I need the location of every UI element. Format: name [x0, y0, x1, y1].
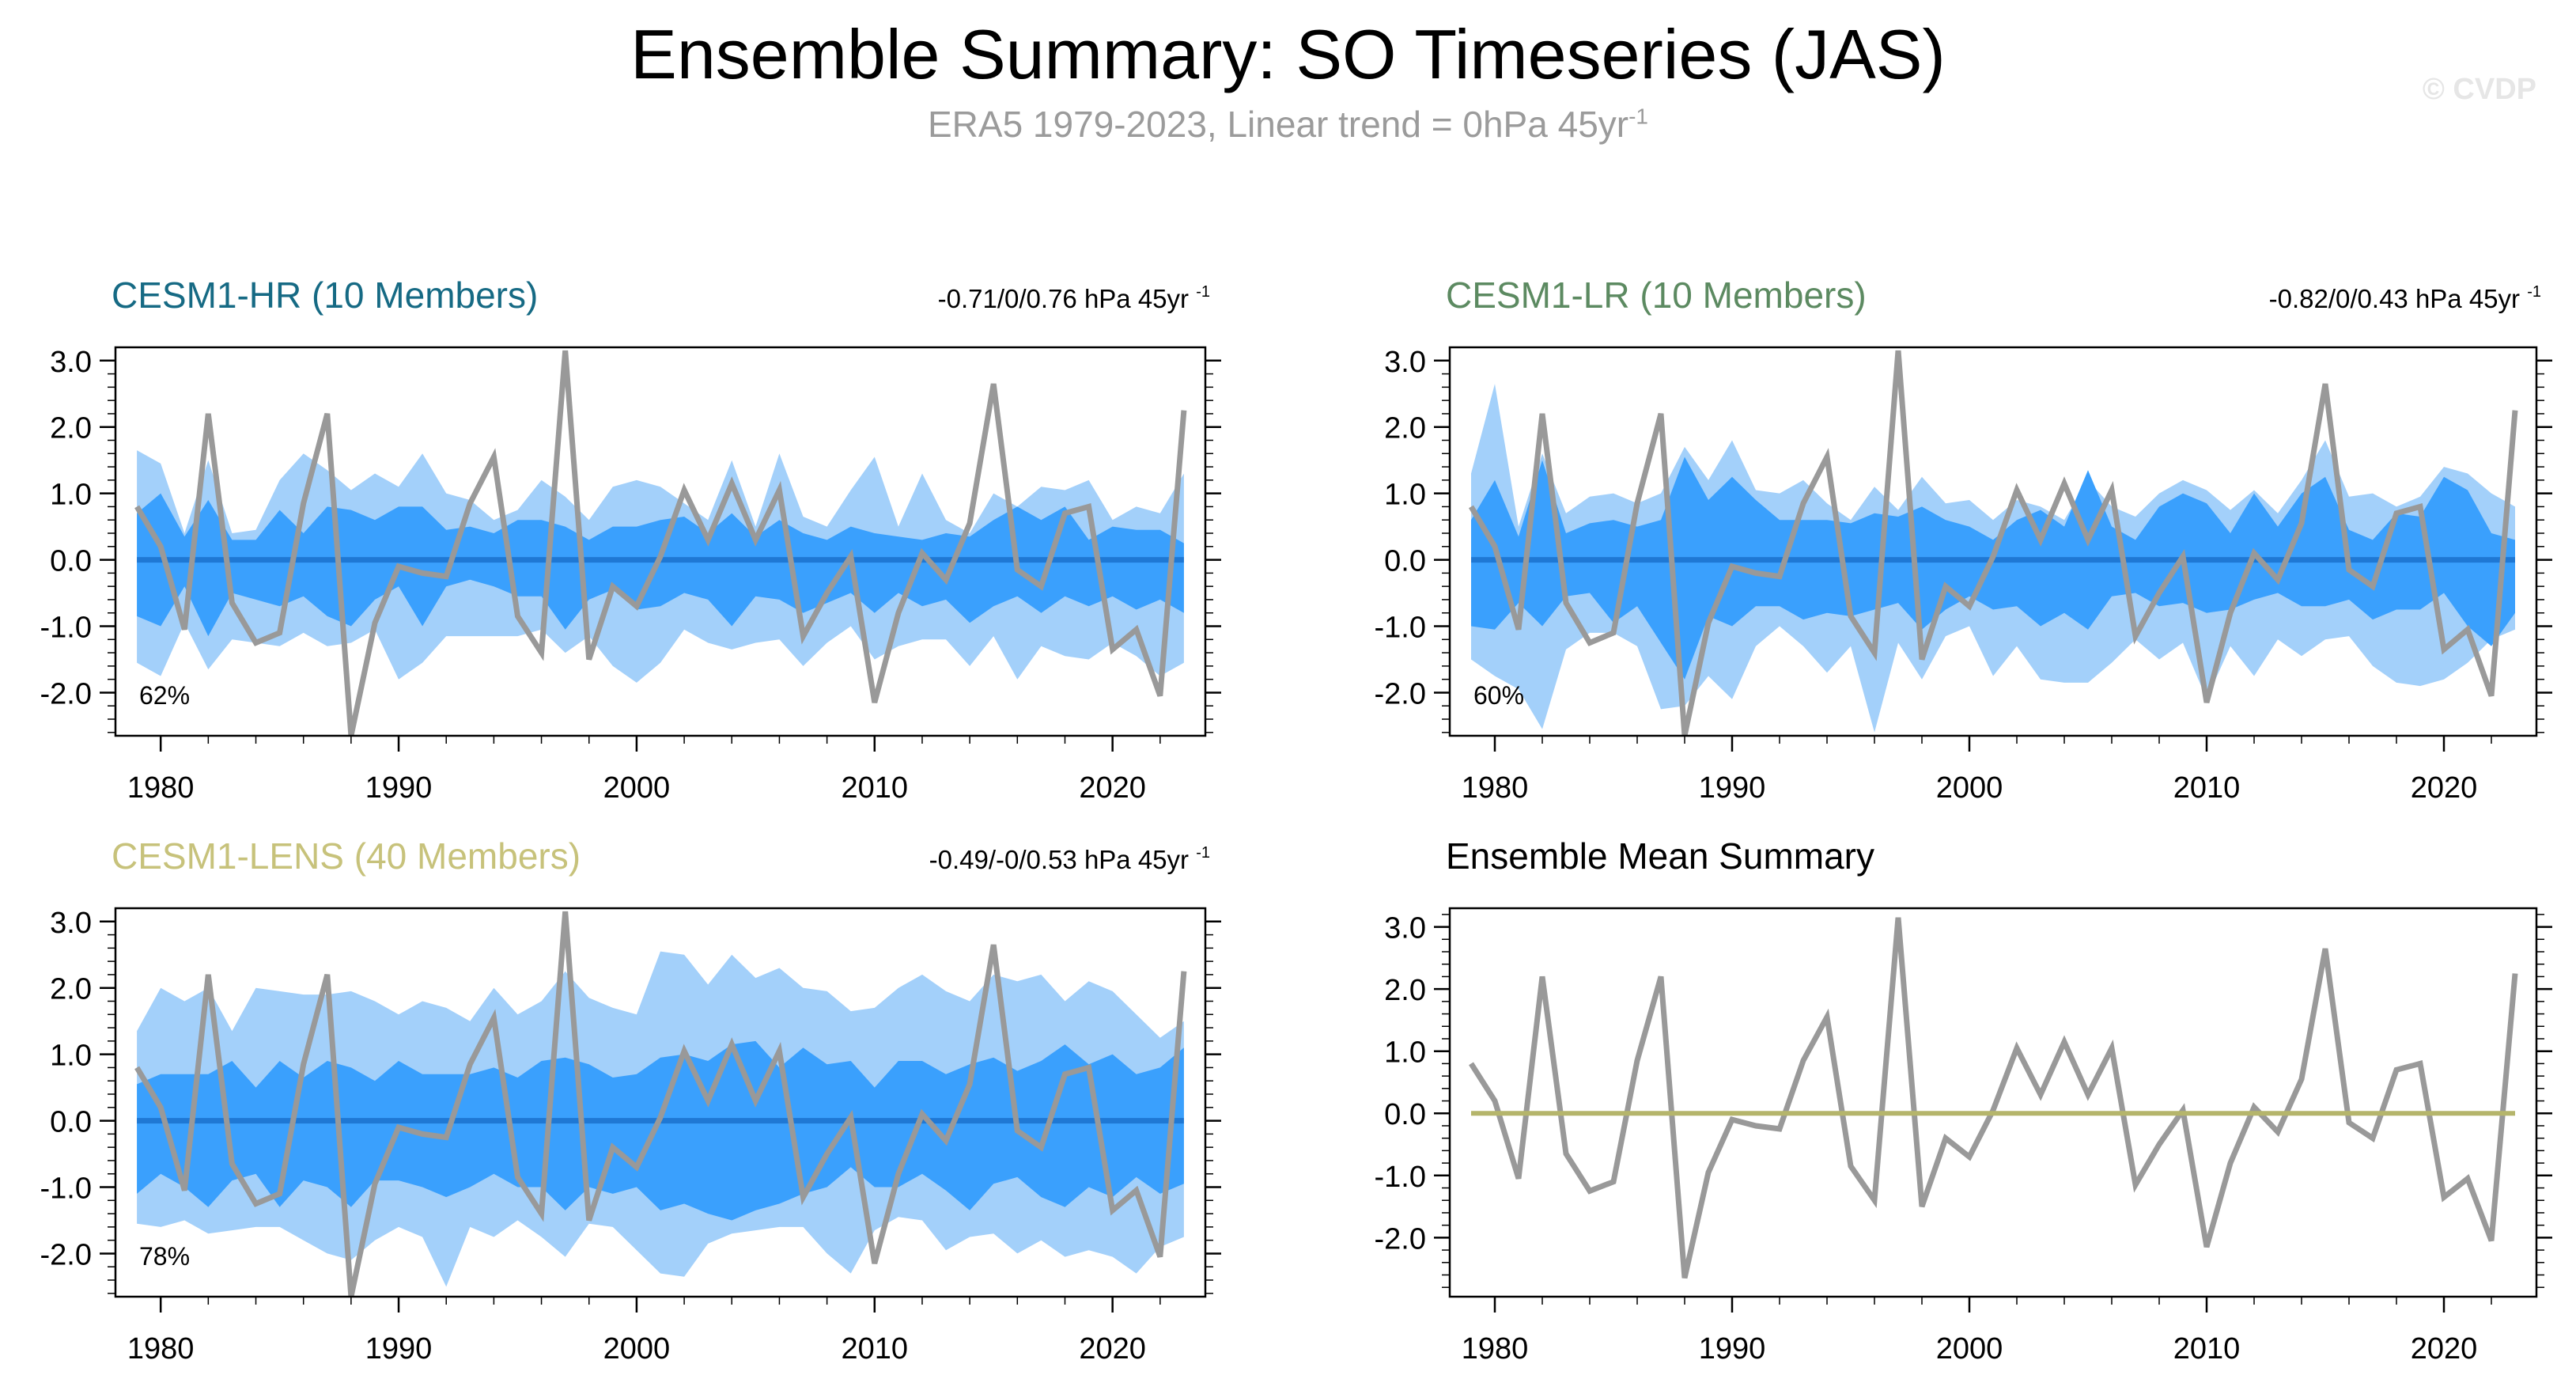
subtitle-text: ERA5 1979-2023, Linear trend = 0hPa 45yr	[927, 104, 1629, 145]
x-tick-label: 2020	[2411, 1332, 2478, 1366]
x-tick-label: 2000	[603, 771, 671, 805]
watermark: © CVDP	[2422, 73, 2536, 106]
panel-title: Ensemble Mean Summary	[1446, 835, 1874, 877]
plot-frame	[114, 907, 1207, 1298]
observed-line	[1468, 350, 2518, 736]
chart-panel-1: 3.0 2.0 1.0 0.0 -1.0 -2.0 1980 1990 2000 2010 2020…	[40, 275, 1221, 805]
chart-panel-4: 3.0 2.0 1.0 0.0 -1.0 -2.0 1980 1990 2000 2010 2020…	[1375, 835, 2552, 1366]
panel-title: CESM1-HR (10 Members)	[112, 275, 538, 316]
trend-label-superscript: -1	[2527, 283, 2541, 301]
plot-frame	[1448, 907, 2538, 1298]
y-tick-label: 1.0	[50, 1040, 92, 1073]
y-tick-label: 1.0	[1384, 479, 1426, 512]
x-tick-label: 1990	[1699, 1332, 1766, 1366]
x-tick-label: 1980	[1462, 1332, 1529, 1366]
trend-label-text: -0.49/-0/0.53 hPa 45yr	[929, 845, 1197, 874]
plot-area	[1469, 917, 2518, 1279]
x-tick-label: 2020	[1079, 771, 1146, 805]
percent-label: 60%	[1473, 681, 1524, 710]
y-tick-label: -1.0	[1375, 612, 1426, 645]
x-tick-label: 1980	[127, 771, 195, 805]
plot-area	[1468, 350, 2518, 736]
trend-label-superscript: -1	[1196, 844, 1210, 862]
y-tick-label: 2.0	[50, 973, 92, 1006]
observed-line	[1469, 917, 2518, 1279]
chart-panel-2: 3.0 2.0 1.0 0.0 -1.0 -2.0 1980 1990 2000 2010 2020…	[1375, 275, 2552, 805]
x-tick-label: 2020	[2411, 771, 2478, 805]
x-tick-label: 1990	[1699, 771, 1766, 805]
percent-label: 78%	[139, 1242, 190, 1271]
observed-line	[134, 350, 1187, 736]
y-tick-label: 0.0	[50, 1106, 92, 1139]
observed-line	[134, 911, 1187, 1297]
trend-label-superscript: -1	[1196, 283, 1210, 301]
x-tick-label: 2010	[842, 771, 909, 805]
x-tick-label: 2000	[603, 1332, 671, 1366]
y-tick-label: -1.0	[40, 612, 92, 645]
x-tick-label: 2010	[2173, 1332, 2241, 1366]
x-tick-label: 1990	[365, 1332, 433, 1366]
trend-label-text: -0.82/0/0.43 hPa 45yr	[2269, 284, 2528, 313]
main-title: Ensemble Summary: SO Timeseries (JAS)	[630, 15, 1946, 93]
x-tick-label: 2000	[1936, 771, 2003, 805]
y-tick-label: -2.0	[1375, 677, 1426, 710]
x-tick-label: 2020	[1079, 1332, 1146, 1366]
y-tick-label: 2.0	[50, 412, 92, 445]
y-tick-label: 0.0	[50, 545, 92, 578]
y-tick-label: 3.0	[50, 346, 92, 379]
y-tick-label: 3.0	[50, 907, 92, 940]
x-tick-label: 2000	[1936, 1332, 2003, 1366]
y-tick-label: 1.0	[50, 479, 92, 512]
subtitle: ERA5 1979-2023, Linear trend = 0hPa 45yr…	[0, 103, 2576, 146]
subtitle-superscript: -1	[1628, 104, 1648, 129]
y-tick-label: -1.0	[1375, 1161, 1426, 1194]
x-tick-label: 1980	[127, 1332, 195, 1366]
y-tick-label: 3.0	[1384, 346, 1426, 379]
y-tick-label: -2.0	[40, 1238, 92, 1271]
y-tick-label: 1.0	[1384, 1036, 1426, 1070]
trend-label-text: -0.71/0/0.76 hPa 45yr	[938, 284, 1197, 313]
chart-panel-3: 3.0 2.0 1.0 0.0 -1.0 -2.0 1980 1990 2000 2010 2020…	[40, 835, 1221, 1366]
panel-title: CESM1-LENS (40 Members)	[112, 835, 581, 877]
x-tick-label: 2010	[842, 1332, 909, 1366]
plot-area	[134, 911, 1187, 1297]
plot-frame	[1448, 346, 2538, 737]
trend-label: -0.71/0/0.76 hPa 45yr -1	[938, 283, 1210, 313]
percent-label: 62%	[139, 681, 190, 710]
y-tick-label: 3.0	[1384, 912, 1426, 945]
inner-spread-band	[137, 493, 1184, 637]
x-tick-label: 1990	[365, 771, 433, 805]
plot-area	[134, 350, 1187, 736]
inner-spread-band	[137, 1040, 1184, 1221]
y-tick-label: 2.0	[1384, 412, 1426, 445]
trend-label: -0.49/-0/0.53 hPa 45yr -1	[929, 844, 1210, 874]
x-tick-label: 2010	[2173, 771, 2241, 805]
panel-title: CESM1-LR (10 Members)	[1446, 275, 1867, 316]
y-tick-label: 0.0	[1384, 1098, 1426, 1131]
y-tick-label: -2.0	[40, 677, 92, 710]
y-tick-label: -2.0	[1375, 1222, 1426, 1256]
y-tick-label: -1.0	[40, 1172, 92, 1206]
trend-label: -0.82/0/0.43 hPa 45yr -1	[2269, 283, 2541, 313]
y-tick-label: 2.0	[1384, 974, 1426, 1007]
x-tick-label: 1980	[1462, 771, 1529, 805]
plot-frame	[114, 346, 1207, 737]
inner-spread-band	[1471, 456, 2515, 680]
y-tick-label: 0.0	[1384, 545, 1426, 578]
